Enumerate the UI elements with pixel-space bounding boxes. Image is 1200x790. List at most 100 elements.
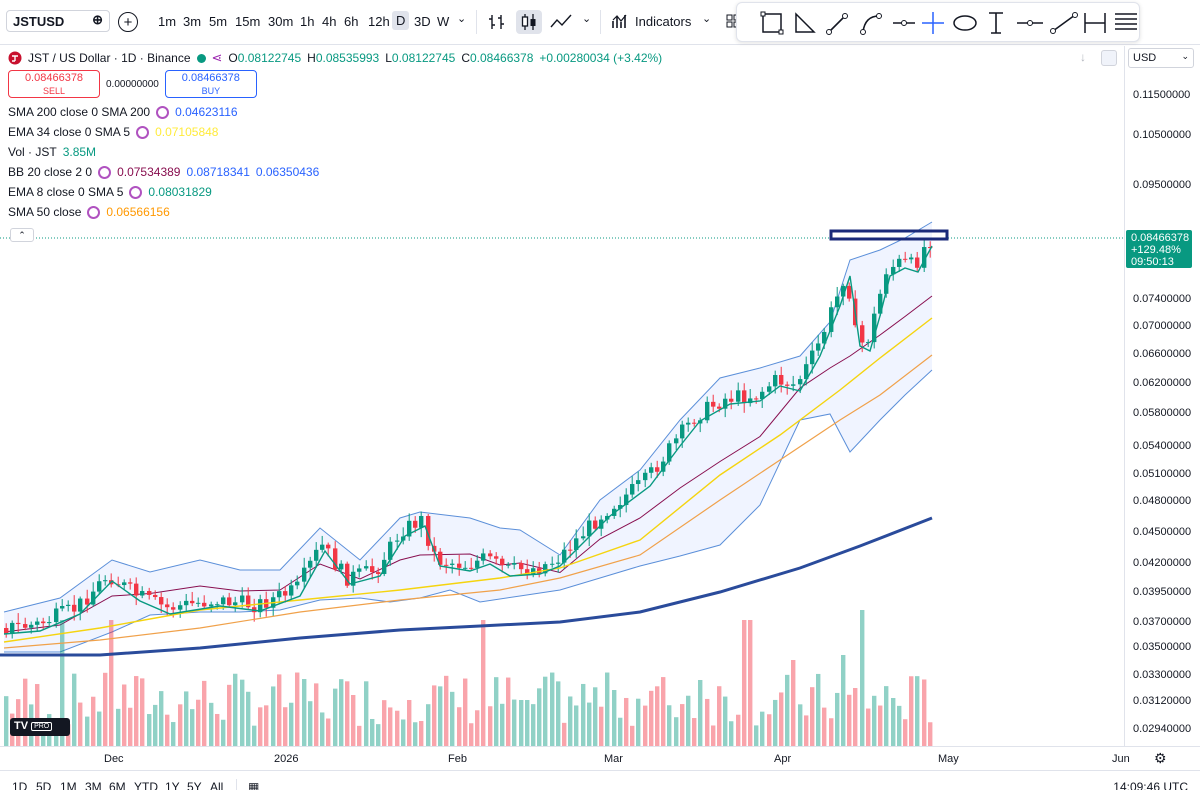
candle-body — [754, 398, 759, 400]
collapse-legend-button[interactable]: ⌃ — [10, 228, 34, 242]
calendar-icon[interactable]: ▦ — [248, 780, 260, 790]
price-scale[interactable]: 0.11500000 0.10500000 0.09500000 0.07400000… — [1124, 46, 1200, 746]
add-symbol-button[interactable]: + — [118, 12, 138, 32]
range-6m[interactable]: 6M — [109, 780, 126, 790]
timeframe-4h[interactable]: 4h — [322, 14, 337, 29]
candles-chart-button[interactable] — [516, 10, 542, 34]
volume-bar — [196, 699, 201, 746]
range-1d[interactable]: 1D — [12, 780, 28, 790]
volume-bar — [271, 686, 276, 746]
screenshot-icon[interactable] — [1101, 50, 1118, 66]
indicator-row[interactable]: SMA 200 close 0 SMA 200 0.04623116 — [8, 102, 662, 122]
trend-line-icon[interactable] — [826, 13, 848, 35]
horizontal-ray-icon[interactable] — [893, 20, 915, 26]
horizontal-line-icon[interactable] — [1017, 20, 1043, 26]
candle-body — [283, 591, 288, 596]
chevron-down-icon[interactable]: ⌄ — [457, 13, 467, 25]
volume-bar — [178, 704, 183, 746]
indicator-source-icon[interactable] — [156, 105, 170, 119]
timeframe-3d[interactable]: 3D — [414, 14, 431, 29]
share-icon[interactable]: ⋖ — [211, 50, 223, 65]
ellipse-tool-icon[interactable] — [953, 15, 977, 31]
range-5d[interactable]: 5D — [36, 780, 52, 790]
indicator-row[interactable]: EMA 34 close 0 SMA 5 0.07105848 — [8, 122, 662, 142]
bottom-toolbar: 1D 5D 1M 3M 6M YTD 1Y 5Y All ▦ 14:09:46 … — [0, 770, 1200, 790]
volume-bar — [23, 678, 28, 746]
crosshair-icon[interactable] — [922, 12, 944, 34]
indicator-row[interactable]: SMA 50 close 0.06566156 — [8, 202, 662, 222]
rectangle-tool-icon[interactable] — [760, 11, 784, 35]
volume-bar — [438, 686, 443, 746]
range-5y[interactable]: 5Y — [187, 780, 202, 790]
time-scale[interactable]: Dec 2026 Feb Mar Apr May Jun — [0, 746, 1200, 770]
candle-body — [196, 602, 201, 604]
timeframe-d[interactable]: D — [392, 11, 410, 30]
candle-body — [382, 559, 387, 574]
range-ytd[interactable]: YTD — [134, 780, 158, 790]
candle-body — [928, 247, 933, 249]
price-chart[interactable] — [0, 46, 1124, 746]
gear-icon[interactable]: ⚙ — [1154, 750, 1167, 766]
indicator-source-icon[interactable] — [87, 205, 101, 219]
chevron-down-icon[interactable]: ⌄ — [702, 13, 712, 25]
timeframe-15m[interactable]: 15m — [235, 14, 261, 29]
chevron-down-icon[interactable]: ⌄ — [582, 13, 592, 25]
indicator-row[interactable]: BB 20 close 2 0 0.07534389 0.08718341 0.063… — [8, 162, 662, 182]
volume-bar — [159, 691, 164, 746]
sell-button[interactable]: 0.08466378 SELL — [8, 70, 100, 98]
toolbar-divider — [476, 10, 477, 34]
range-all[interactable]: All — [210, 780, 224, 790]
indicators-button[interactable]: Indicators — [612, 13, 691, 29]
sma200-line — [0, 516, 933, 657]
date-range-icon[interactable] — [1084, 13, 1106, 33]
timeframe-3m[interactable]: 3m — [183, 14, 202, 29]
volume-bar — [872, 695, 877, 746]
candle-body — [742, 390, 747, 404]
symbol-title[interactable]: JST / US Dollar · 1D · Binance — [28, 51, 191, 65]
volume-bar — [246, 691, 251, 746]
date-tick-may: May — [938, 753, 959, 765]
indicator-row[interactable]: EMA 8 close 0 SMA 5 0.08031829 — [8, 182, 662, 202]
bollinger-basis-line — [3, 295, 933, 633]
volume-bar — [171, 722, 176, 746]
price-tick: 0.05100000 — [1133, 468, 1192, 480]
indicator-source-icon[interactable] — [98, 165, 112, 179]
indicator-row[interactable]: Vol · JST 3.85M — [8, 142, 662, 162]
more-tools-icon[interactable] — [1115, 13, 1137, 30]
compare-icon[interactable]: ⊕ — [92, 12, 103, 27]
timeframe-1h[interactable]: 1h — [300, 14, 315, 29]
symbol-search-button[interactable]: JSTUSD ⊕ — [6, 10, 110, 32]
chart-pane[interactable] — [0, 46, 1124, 746]
timeframe-w[interactable]: W — [437, 14, 450, 29]
curve-tool-icon[interactable] — [860, 13, 882, 35]
timeframe-6h[interactable]: 6h — [344, 14, 359, 29]
buy-button[interactable]: 0.08466378 BUY — [164, 70, 257, 98]
sma50-line — [3, 354, 933, 649]
range-3m[interactable]: 3M — [85, 780, 102, 790]
bar-chart-icon[interactable] — [488, 13, 506, 31]
indicator-source-icon[interactable] — [129, 185, 143, 199]
utc-clock[interactable]: 14:09:46 UTC — [1113, 780, 1188, 790]
volume-bar — [147, 714, 152, 746]
candle-body — [525, 569, 530, 575]
arrow-down-icon[interactable]: ↓ — [1080, 50, 1086, 65]
candle-body — [345, 563, 350, 586]
range-1y[interactable]: 1Y — [165, 780, 180, 790]
indicator-source-icon[interactable] — [136, 125, 150, 139]
timeframe-1m[interactable]: 1m — [158, 14, 177, 29]
range-1m[interactable]: 1M — [60, 780, 77, 790]
indicators-icon — [612, 14, 627, 28]
line-chart-icon[interactable] — [550, 13, 574, 31]
top-toolbar: JSTUSD ⊕ + 1m 3m 5m 15m 30m 1h 4h 6h 12h… — [0, 0, 1200, 45]
timeframe-12h[interactable]: 12h — [368, 14, 390, 29]
ray-tool-icon[interactable] — [1050, 12, 1078, 34]
timeframe-5m[interactable]: 5m — [209, 14, 228, 29]
volume-bar — [345, 681, 350, 746]
volume-bar — [122, 684, 127, 746]
candle-body — [847, 285, 852, 299]
currency-select[interactable]: USD ⌄ — [1128, 48, 1194, 68]
text-tool-icon[interactable] — [989, 12, 1003, 34]
timeframe-30m[interactable]: 30m — [268, 14, 294, 29]
triangle-tool-icon[interactable] — [795, 12, 816, 33]
volume-bar — [209, 702, 214, 746]
